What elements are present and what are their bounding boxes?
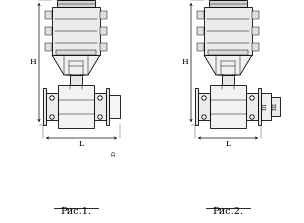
Bar [43, 88, 46, 125]
Bar [45, 27, 52, 35]
Bar [52, 7, 100, 55]
Circle shape [50, 96, 54, 100]
Bar [198, 93, 210, 120]
Bar [252, 11, 259, 19]
Bar [70, 75, 82, 85]
Text: Рис.1.: Рис.1. [60, 207, 92, 216]
Bar [197, 27, 204, 35]
Bar [45, 11, 52, 19]
Bar [100, 27, 107, 35]
Text: D: D [112, 151, 116, 157]
Bar [57, 0, 95, 7]
Bar [195, 88, 198, 125]
Circle shape [50, 115, 54, 119]
Circle shape [98, 96, 102, 100]
Bar [222, 75, 234, 85]
Bar [208, 50, 248, 55]
Bar [246, 93, 258, 120]
Text: H: H [29, 58, 36, 66]
Bar [209, 0, 247, 7]
Text: H: H [181, 58, 188, 66]
Circle shape [250, 96, 254, 100]
Bar [106, 88, 109, 125]
Bar [261, 93, 271, 120]
Bar [100, 11, 107, 19]
Bar [252, 27, 259, 35]
Text: D1: D1 [263, 103, 268, 111]
Bar [210, 85, 246, 128]
Circle shape [202, 115, 206, 119]
Bar [94, 93, 106, 120]
Text: D2: D2 [272, 103, 278, 111]
Circle shape [250, 115, 254, 119]
Text: L: L [226, 140, 230, 148]
Bar [46, 93, 58, 120]
Circle shape [202, 96, 206, 100]
Polygon shape [52, 55, 100, 75]
Text: Рис.2.: Рис.2. [212, 207, 244, 216]
Text: L: L [79, 140, 84, 148]
Circle shape [98, 115, 102, 119]
Bar [45, 43, 52, 51]
Bar [109, 95, 120, 118]
Bar [197, 43, 204, 51]
Bar [197, 11, 204, 19]
Bar [258, 88, 261, 125]
Bar [204, 7, 252, 55]
Bar [271, 97, 280, 116]
Bar [58, 85, 94, 128]
Polygon shape [204, 55, 252, 75]
Bar [252, 43, 259, 51]
Bar [100, 43, 107, 51]
Bar [56, 50, 96, 55]
